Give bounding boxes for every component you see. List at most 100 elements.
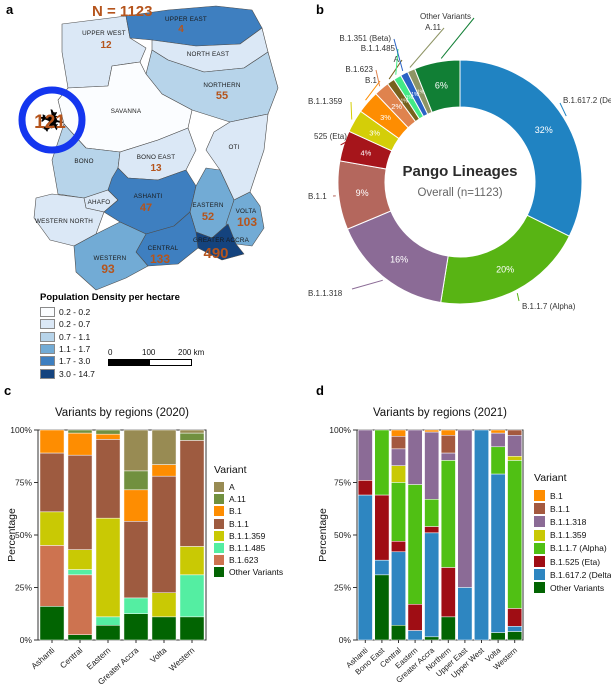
map-region-name: AHAFO [88, 199, 111, 206]
density-swatch [40, 331, 55, 342]
legend-label: A.11 [229, 494, 246, 505]
legend-label: B.1.1.7 (Alpha) [550, 543, 607, 554]
y-tick-label: 25% [334, 583, 351, 593]
bar-segment [39, 511, 65, 546]
sample-total-label: N = 1123 [92, 3, 153, 20]
bar-segment [357, 494, 373, 641]
bar-segment [457, 587, 473, 641]
bar-segment [507, 429, 523, 436]
legend-row: B.1.1.359 [534, 529, 611, 542]
donut-pct-label: 3% [380, 113, 391, 122]
bar-segment [123, 470, 149, 491]
map-region-western-north [33, 193, 105, 247]
legend-row: B.1.1 [534, 502, 611, 515]
bar-segment [440, 452, 456, 461]
legend-row: B.1.1 [214, 518, 283, 530]
density-legend-row: 0.2 - 0.2 [40, 306, 180, 318]
donut-pct-label: 1% [401, 99, 409, 105]
bar-segment [474, 429, 489, 641]
legend-swatch [214, 494, 224, 505]
donut-pct-label: 1% [417, 90, 425, 96]
map-region-name: NORTHERN [203, 82, 240, 89]
bar-segment [123, 521, 149, 599]
legend-label: A [229, 482, 235, 493]
density-swatch [40, 344, 55, 355]
legend-swatch [534, 516, 545, 528]
bar-segment [507, 456, 523, 461]
donut-slice [459, 59, 583, 237]
donut-leader-line [340, 135, 358, 146]
bar-segment [67, 429, 93, 434]
legend-swatch [534, 582, 545, 594]
legend-row: A.11 [214, 493, 283, 505]
bar-segment [440, 435, 456, 454]
donut-pct-label: 4% [361, 148, 372, 157]
bar-segment [391, 436, 406, 450]
density-range-label: 1.1 - 1.7 [59, 344, 91, 355]
donut-slice-label: A.11 [425, 23, 441, 32]
bar-segment [391, 429, 406, 437]
legend-swatch [534, 542, 545, 554]
bar-segment [39, 452, 65, 513]
map-region-name: CENTRAL [148, 245, 179, 252]
donut-leader-line [365, 80, 381, 101]
donut-leader-line [409, 27, 445, 68]
legend-row: Other Variants [214, 566, 283, 578]
bar-segment [457, 429, 473, 588]
bar-segment [440, 567, 456, 618]
bar-segment [424, 532, 440, 638]
legend-row: A [214, 481, 283, 493]
variants-2020-chart: 0%25%50%75%100%Ashanti Central EasternGrea… [10, 425, 207, 685]
donut-leader-line [350, 101, 353, 120]
y-tick-label: 0% [20, 635, 33, 645]
map-region-count: 4 [178, 24, 184, 35]
bar-segment [424, 499, 440, 527]
density-range-label: 0.2 - 0.2 [59, 307, 91, 318]
map-region-name: BONO EAST [137, 154, 176, 161]
bar-segment [179, 429, 205, 434]
bar-segment [67, 574, 93, 635]
bar-segment [39, 545, 65, 607]
panel-b-label: b [316, 2, 324, 17]
donut-slice-label: B.1.617.2 (Delta) [563, 96, 611, 105]
legend-swatch [214, 567, 224, 578]
bar-segment [357, 429, 373, 481]
chart-2020-title: Variants by regions (2020) [54, 407, 190, 419]
bar-segment [357, 480, 373, 496]
bar-segment [151, 429, 177, 465]
legend-label: Other Variants [550, 582, 605, 593]
donut-leader-line [351, 279, 383, 290]
x-category-label: Western [167, 645, 197, 673]
density-legend-row: 0.2 - 0.7 [40, 318, 180, 330]
bar-segment [424, 526, 440, 534]
legend-row: B.1.1.485 [214, 542, 283, 554]
density-legend-row: 1.7 - 3.0 [40, 355, 180, 367]
legend-row: B.1.525 (Eta) [534, 555, 611, 568]
density-range-label: 0.2 - 0.7 [59, 319, 91, 330]
map-scale-bar: 0 100 200 km [108, 348, 208, 370]
bar-segment [507, 631, 523, 641]
donut-pct-label: 16% [390, 255, 408, 265]
legend-swatch [214, 482, 224, 493]
donut-leader-line [516, 292, 520, 302]
x-category-label: Ashanti [29, 645, 56, 671]
bar-segment [391, 551, 406, 626]
bar-segment [95, 429, 121, 435]
bar-segment [95, 439, 121, 519]
bar-segment [391, 448, 406, 466]
bar-segment [424, 431, 440, 500]
legend-label: B.1.1.359 [229, 530, 266, 541]
legend-label: B.1.1 [229, 518, 249, 529]
donut-pct-label: 3% [369, 128, 380, 137]
scale-tick-100: 100 [142, 348, 156, 357]
donut-pct-label: 6% [435, 80, 448, 90]
bar-segment [123, 597, 149, 614]
y-tick-label: 50% [334, 530, 351, 540]
legend-row: Other Variants [534, 581, 611, 594]
legend-swatch [214, 555, 224, 566]
bar-segment [151, 616, 177, 641]
legend-label: B.1 [550, 490, 563, 501]
legend-swatch [534, 529, 545, 541]
